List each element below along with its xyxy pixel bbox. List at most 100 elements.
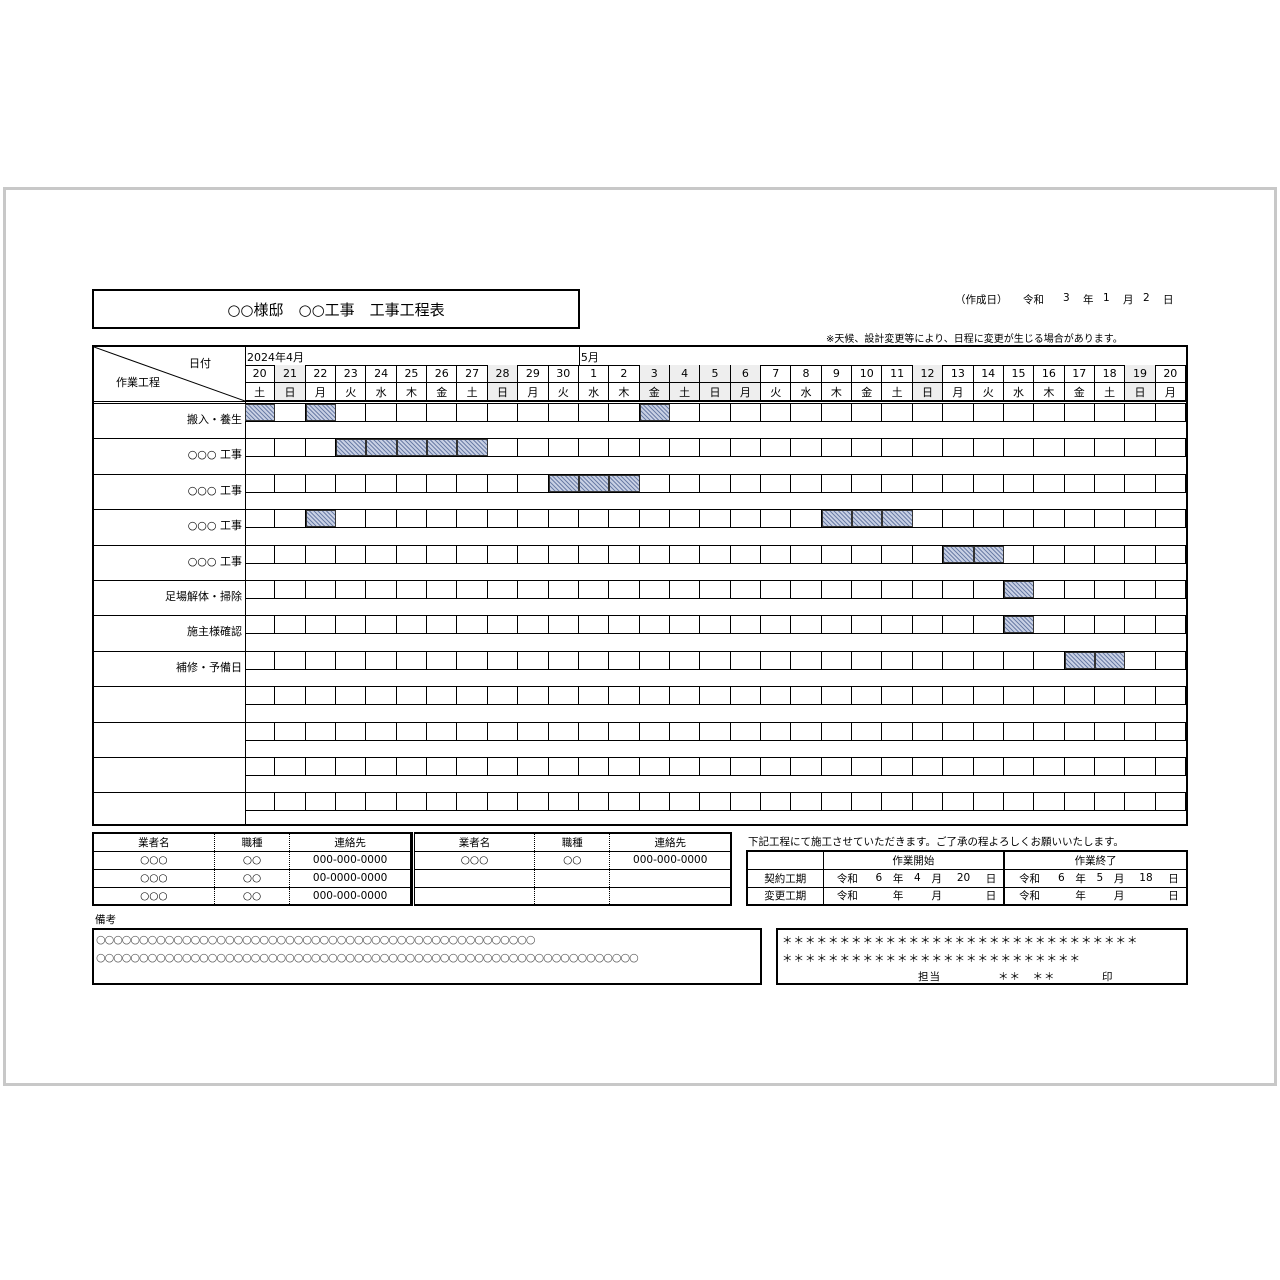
schedule-cell[interactable]: [822, 792, 853, 811]
schedule-cell[interactable]: [822, 403, 853, 421]
schedule-cell[interactable]: [488, 509, 519, 528]
schedule-cell[interactable]: [670, 473, 701, 492]
schedule-cell[interactable]: [579, 438, 610, 457]
schedule-cell[interactable]: [822, 615, 853, 634]
schedule-cell[interactable]: [549, 544, 579, 563]
schedule-cell[interactable]: [791, 721, 822, 740]
schedule-cell[interactable]: [1125, 757, 1156, 775]
schedule-cell[interactable]: [913, 544, 944, 563]
schedule-cell[interactable]: [640, 757, 670, 775]
schedule-cell[interactable]: [1125, 721, 1156, 740]
schedule-cell[interactable]: [913, 403, 944, 421]
schedule-cell[interactable]: [822, 650, 853, 669]
schedule-cell[interactable]: [366, 792, 397, 811]
schedule-cell[interactable]: [1095, 686, 1126, 705]
schedule-cell[interactable]: [974, 792, 1004, 811]
schedule-cell[interactable]: [427, 721, 458, 740]
schedule-cell[interactable]: [822, 757, 853, 775]
schedule-cell[interactable]: [245, 686, 276, 705]
schedule-cell[interactable]: [670, 650, 701, 669]
schedule-cell[interactable]: [518, 757, 549, 775]
schedule-cell[interactable]: [366, 615, 397, 634]
schedule-cell[interactable]: [1004, 792, 1035, 811]
schedule-cell[interactable]: [518, 509, 549, 528]
schedule-cell[interactable]: [427, 544, 458, 563]
schedule-cell[interactable]: [913, 509, 944, 528]
schedule-cell[interactable]: [852, 615, 883, 634]
schedule-cell[interactable]: [731, 544, 762, 563]
schedule-cell[interactable]: [457, 686, 488, 705]
schedule-cell[interactable]: [1004, 721, 1035, 740]
schedule-cell[interactable]: [700, 544, 731, 563]
schedule-cell[interactable]: [457, 544, 488, 563]
schedule-cell[interactable]: [366, 509, 397, 528]
schedule-cell[interactable]: [1004, 544, 1035, 563]
schedule-cell[interactable]: [457, 757, 488, 775]
schedule-cell[interactable]: [549, 792, 579, 811]
schedule-cell[interactable]: [852, 403, 883, 421]
schedule-cell[interactable]: [518, 792, 549, 811]
schedule-cell[interactable]: [640, 473, 670, 492]
schedule-cell[interactable]: [1095, 721, 1126, 740]
schedule-cell[interactable]: [427, 792, 458, 811]
schedule-cell[interactable]: [1004, 473, 1035, 492]
schedule-cell[interactable]: [670, 403, 701, 421]
schedule-cell[interactable]: [882, 403, 913, 421]
schedule-cell[interactable]: [609, 509, 640, 528]
schedule-cell[interactable]: [974, 686, 1004, 705]
schedule-cell[interactable]: [1156, 615, 1186, 634]
schedule-cell[interactable]: [488, 757, 519, 775]
schedule-cell[interactable]: [791, 438, 822, 457]
schedule-cell[interactable]: [1034, 686, 1065, 705]
schedule-cell[interactable]: [761, 580, 792, 598]
schedule-cell[interactable]: [579, 686, 610, 705]
schedule-cell[interactable]: [731, 650, 762, 669]
schedule-cell[interactable]: [791, 544, 822, 563]
schedule-cell[interactable]: [275, 473, 306, 492]
schedule-cell[interactable]: [518, 721, 549, 740]
schedule-cell[interactable]: [670, 686, 701, 705]
schedule-cell[interactable]: [427, 686, 458, 705]
schedule-cell[interactable]: [397, 615, 428, 634]
schedule-cell[interactable]: [427, 757, 458, 775]
schedule-cell[interactable]: [700, 438, 731, 457]
schedule-cell[interactable]: [518, 473, 549, 492]
schedule-cell[interactable]: [943, 792, 974, 811]
schedule-cell[interactable]: [1065, 438, 1095, 457]
schedule-cell[interactable]: [974, 438, 1004, 457]
schedule-cell[interactable]: [488, 403, 519, 421]
schedule-cell[interactable]: [457, 403, 488, 421]
schedule-cell[interactable]: [1034, 792, 1065, 811]
schedule-cell[interactable]: [882, 615, 913, 634]
schedule-cell[interactable]: [700, 403, 731, 421]
schedule-cell[interactable]: [306, 473, 337, 492]
schedule-cell[interactable]: [549, 615, 579, 634]
schedule-cell[interactable]: [275, 721, 306, 740]
schedule-cell[interactable]: [1156, 509, 1186, 528]
schedule-cell[interactable]: [336, 615, 367, 634]
schedule-cell[interactable]: [731, 580, 762, 598]
schedule-cell[interactable]: [1065, 473, 1095, 492]
schedule-cell[interactable]: [336, 473, 367, 492]
schedule-cell[interactable]: [366, 757, 397, 775]
schedule-cell[interactable]: [306, 544, 337, 563]
schedule-cell[interactable]: [1095, 615, 1126, 634]
schedule-cell[interactable]: [731, 438, 762, 457]
schedule-cell[interactable]: [1004, 509, 1035, 528]
schedule-cell[interactable]: [518, 403, 549, 421]
schedule-cell[interactable]: [306, 438, 337, 457]
schedule-cell[interactable]: [761, 792, 792, 811]
schedule-cell[interactable]: [731, 473, 762, 492]
schedule-cell[interactable]: [700, 686, 731, 705]
schedule-cell[interactable]: [609, 403, 640, 421]
schedule-cell[interactable]: [579, 757, 610, 775]
schedule-cell[interactable]: [275, 757, 306, 775]
schedule-cell[interactable]: [913, 615, 944, 634]
schedule-cell[interactable]: [640, 721, 670, 740]
schedule-cell[interactable]: [397, 686, 428, 705]
schedule-cell[interactable]: [306, 721, 337, 740]
schedule-cell[interactable]: [1125, 544, 1156, 563]
schedule-cell[interactable]: [457, 721, 488, 740]
schedule-cell[interactable]: [822, 721, 853, 740]
schedule-cell[interactable]: [427, 580, 458, 598]
